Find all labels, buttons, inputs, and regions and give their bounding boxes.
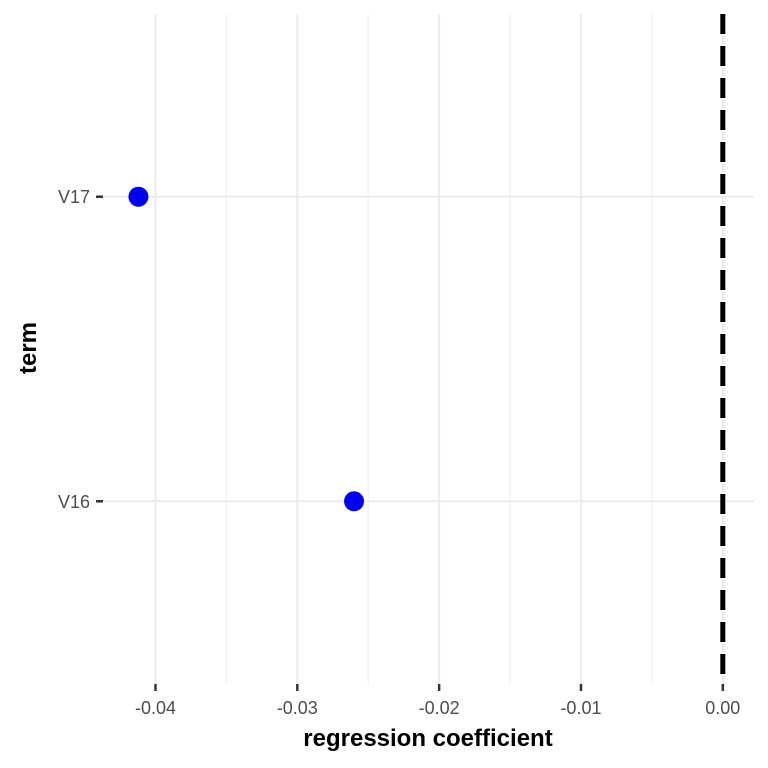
x-tick-label-0: -0.04 — [135, 698, 176, 718]
x-tick-label-4: 0.00 — [705, 698, 740, 718]
x-tick-label-2: -0.02 — [419, 698, 460, 718]
point-v16 — [344, 491, 365, 512]
point-v17 — [128, 186, 149, 207]
x-tick-label-1: -0.03 — [277, 698, 318, 718]
x-tick-label-3: -0.01 — [560, 698, 601, 718]
x-axis: -0.04 -0.03 -0.02 -0.01 0.00 — [135, 684, 740, 718]
data-points — [128, 186, 365, 512]
y-axis: V16 V17 — [58, 187, 103, 512]
major-gridlines — [103, 14, 754, 684]
y-tick-label-v17: V17 — [58, 187, 90, 207]
y-axis-title: term — [15, 322, 42, 374]
y-tick-label-v16: V16 — [58, 492, 90, 512]
x-axis-title: regression coefficient — [303, 725, 552, 752]
minor-gridlines — [225, 14, 653, 684]
